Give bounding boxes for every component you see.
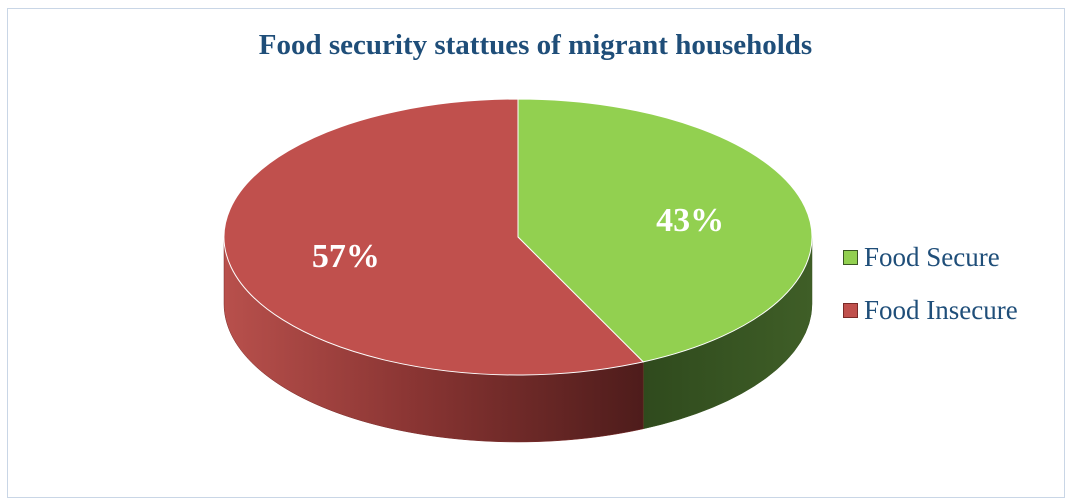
chart-title: Food security stattues of migrant househ… [258, 29, 813, 61]
legend-swatch-food-secure [843, 249, 858, 265]
data-label-food-insecure: 57% [312, 238, 380, 275]
legend-label-food-secure: Food Secure [864, 241, 1000, 272]
pie-slice-food-insecure [223, 98, 645, 376]
legend-item-food-insecure: Food Insecure [843, 295, 1018, 325]
pie-slice-food-secure [517, 98, 813, 363]
legend-item-food-secure: Food Secure [843, 242, 1018, 272]
legend-swatch-food-insecure [843, 302, 858, 318]
legend-label-food-insecure: Food Insecure [864, 294, 1018, 325]
data-label-food-secure: 43% [656, 202, 724, 239]
legend: Food Secure Food Insecure [843, 242, 1018, 348]
